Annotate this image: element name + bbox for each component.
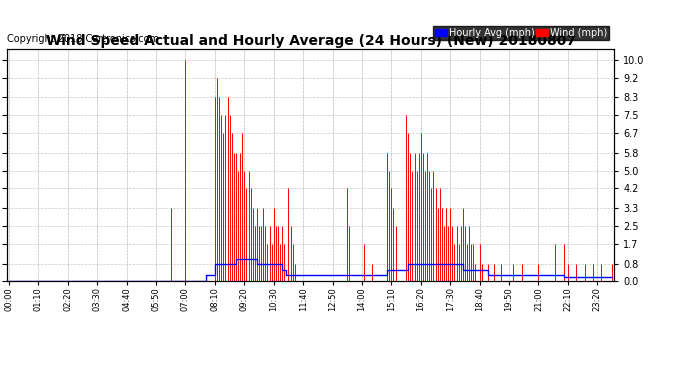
Text: Copyright 2018 Cartronics.com: Copyright 2018 Cartronics.com bbox=[7, 34, 159, 44]
Title: Wind Speed Actual and Hourly Average (24 Hours) (New) 20180807: Wind Speed Actual and Hourly Average (24… bbox=[46, 34, 575, 48]
Legend: Hourly Avg (mph), Wind (mph): Hourly Avg (mph), Wind (mph) bbox=[433, 26, 609, 40]
